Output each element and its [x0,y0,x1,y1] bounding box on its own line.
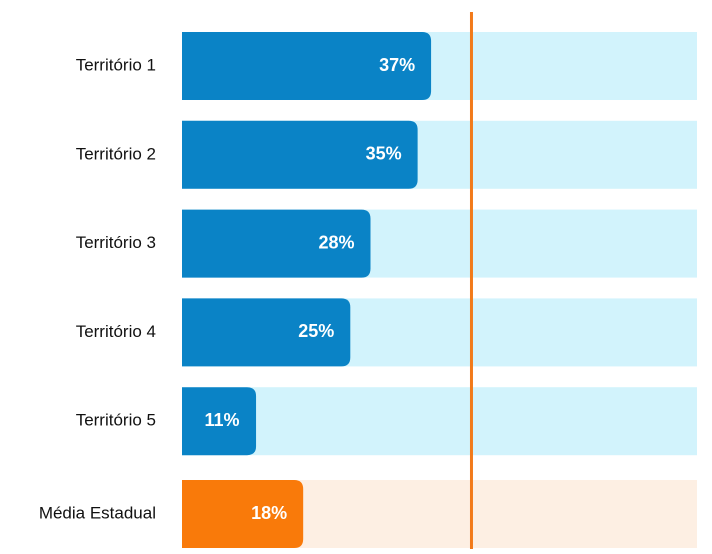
value-label: 37% [379,55,415,75]
value-label: 11% [205,410,240,430]
category-label: Território 2 [76,144,156,163]
value-label: 18% [251,503,287,523]
value-label: 25% [298,321,334,341]
bar [182,387,257,456]
bar [182,32,432,100]
category-label: Território 4 [76,322,156,341]
value-label: 28% [318,232,354,252]
bar [182,480,304,548]
bar-track [182,387,697,456]
bar [182,298,351,367]
category-label: Território 5 [76,411,156,430]
bar [182,120,418,189]
category-label: Média Estadual [39,503,156,522]
category-label: Território 3 [76,233,156,252]
value-label: 35% [366,144,402,164]
bar [182,209,371,278]
category-label: Território 1 [76,55,156,74]
